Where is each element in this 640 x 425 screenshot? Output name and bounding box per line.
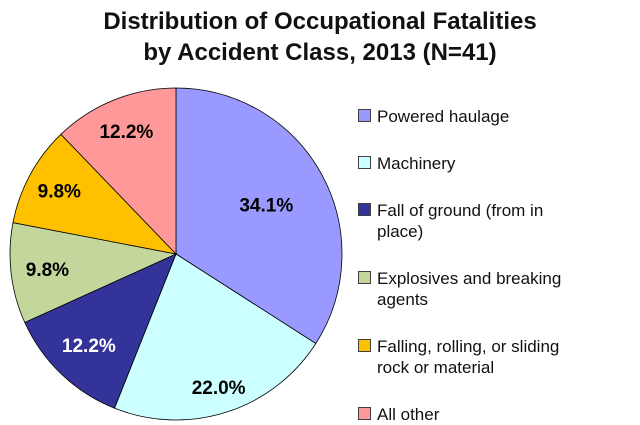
pie-slice-5 bbox=[60, 87, 177, 255]
legend-item-3: Explosives and breaking agents bbox=[358, 268, 632, 310]
pie-slice-label-5: 12.2% bbox=[99, 122, 153, 143]
legend-label: Falling, rolling, or sliding rock or mat… bbox=[377, 337, 560, 377]
legend-swatch-icon bbox=[358, 407, 371, 420]
pie-slice-label-4: 9.8% bbox=[38, 182, 81, 203]
legend-item-4: Falling, rolling, or sliding rock or mat… bbox=[358, 336, 632, 378]
pie-slice-1 bbox=[113, 253, 317, 421]
pie-slice-3 bbox=[9, 222, 178, 324]
legend-label: All other bbox=[377, 405, 440, 424]
legend: Powered haulage Machinery Fall of ground (… bbox=[358, 106, 632, 425]
legend-swatch-icon bbox=[358, 156, 371, 169]
pie-slice-0 bbox=[175, 87, 343, 345]
legend-swatch-icon bbox=[358, 271, 371, 284]
chart-title: Distribution of Occupational Fatalities … bbox=[0, 6, 640, 68]
legend-label: Fall of ground (from in place) bbox=[377, 201, 544, 241]
pie-chart: 34.1% 22.0% 12.2% 9.8% 9.8% 12.2% bbox=[9, 87, 343, 421]
legend-item-5: All other bbox=[358, 404, 632, 425]
pie-slice-label-3: 9.8% bbox=[26, 260, 69, 281]
legend-swatch-icon bbox=[358, 203, 371, 216]
pie-slice-label-0: 34.1% bbox=[239, 196, 293, 217]
legend-label: Powered haulage bbox=[377, 107, 510, 126]
legend-swatch-icon bbox=[358, 339, 371, 352]
pie-slice-4 bbox=[12, 133, 178, 255]
legend-item-1: Machinery bbox=[358, 153, 632, 174]
legend-label: Machinery bbox=[377, 154, 456, 173]
legend-swatch-icon bbox=[358, 109, 371, 122]
legend-item-0: Powered haulage bbox=[358, 106, 632, 127]
legend-label: Explosives and breaking agents bbox=[377, 269, 562, 309]
chart-title-line2: by Accident Class, 2013 (N=41) bbox=[143, 39, 497, 66]
chart-title-line1: Distribution of Occupational Fatalities bbox=[103, 8, 537, 35]
pie-slice-label-2: 12.2% bbox=[62, 336, 116, 357]
pie-slice-2 bbox=[24, 253, 177, 409]
legend-item-2: Fall of ground (from in place) bbox=[358, 200, 632, 242]
pie-slice-label-1: 22.0% bbox=[192, 378, 246, 399]
